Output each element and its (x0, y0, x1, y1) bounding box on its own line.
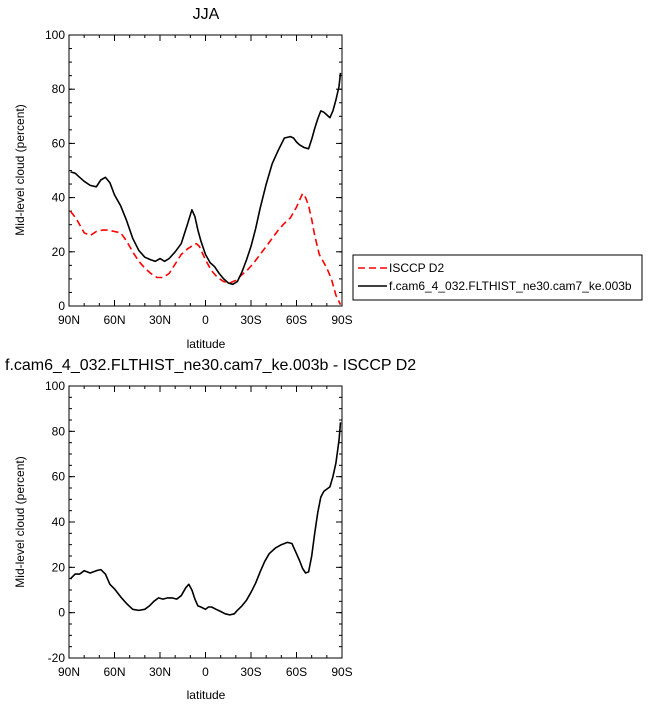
legend-label-model: f.cam6_4_032.FLTHIST_ne30.cam7_ke.003b (389, 279, 632, 293)
x-tick-label: 60N (103, 313, 125, 327)
y-tick-label: 60 (52, 470, 66, 484)
y-tick-label: 40 (52, 191, 66, 205)
series-line-difference (69, 422, 342, 616)
x-tick-label: 60S (286, 665, 307, 679)
x-tick-label: 30N (149, 665, 171, 679)
bottom-plot-frame (68, 385, 343, 659)
top-plot-frame (68, 34, 343, 307)
y-tick-label: 100 (45, 28, 65, 42)
bottom-panel: f.cam6_4_032.FLTHIST_ne30.cam7_ke.003b -… (5, 357, 416, 702)
x-tick-label: 90N (58, 665, 80, 679)
legend-label-isccp: ISCCP D2 (389, 261, 444, 275)
y-tick-label: 40 (52, 515, 66, 529)
x-tick-label: 60S (286, 313, 307, 327)
y-tick-label: 80 (52, 82, 66, 96)
top-panel-x-axis-label: latitude (187, 337, 226, 351)
x-tick-label: 0 (202, 665, 209, 679)
x-tick-label: 90N (58, 313, 80, 327)
series-line-f-cam6-4-032-flthist-ne30-cam7-ke-003b (70, 72, 342, 286)
y-tick-label: 0 (58, 299, 65, 313)
series-line-isccp (69, 192, 342, 305)
y-tick-label: 80 (52, 424, 66, 438)
x-tick-label: 90S (331, 313, 352, 327)
y-tick-label: 0 (58, 606, 65, 620)
y-tick-label: 20 (52, 245, 66, 259)
top-panel-legend: ISCCP D2 f.cam6_4_032.FLTHIST_ne30.cam7_… (352, 254, 643, 301)
x-tick-label: 30S (240, 313, 261, 327)
x-tick-label: 30N (149, 313, 171, 327)
x-tick-label: 60N (103, 665, 125, 679)
y-tick-label: 60 (52, 136, 66, 150)
y-tick-label: 100 (45, 379, 65, 393)
bottom-panel-x-axis-label: latitude (187, 688, 226, 702)
y-tick-label: -20 (48, 651, 66, 665)
top-panel-y-axis-label: Mid-level cloud (percent) (13, 104, 27, 235)
top-panel: JJA 90N 60N 30N 0 30S 60S 90S 0 20 40 60 80 100 lati… (13, 6, 643, 351)
bottom-panel-title: f.cam6_4_032.FLTHIST_ne30.cam7_ke.003b -… (5, 357, 416, 374)
x-tick-label: 0 (202, 313, 209, 327)
x-tick-label: 90S (331, 665, 352, 679)
top-panel-title: JJA (193, 6, 220, 23)
y-tick-label: 20 (52, 560, 66, 574)
bottom-panel-y-axis-label: Mid-level cloud (percent) (13, 456, 27, 587)
x-tick-label: 30S (240, 665, 261, 679)
legend-box (352, 254, 643, 301)
